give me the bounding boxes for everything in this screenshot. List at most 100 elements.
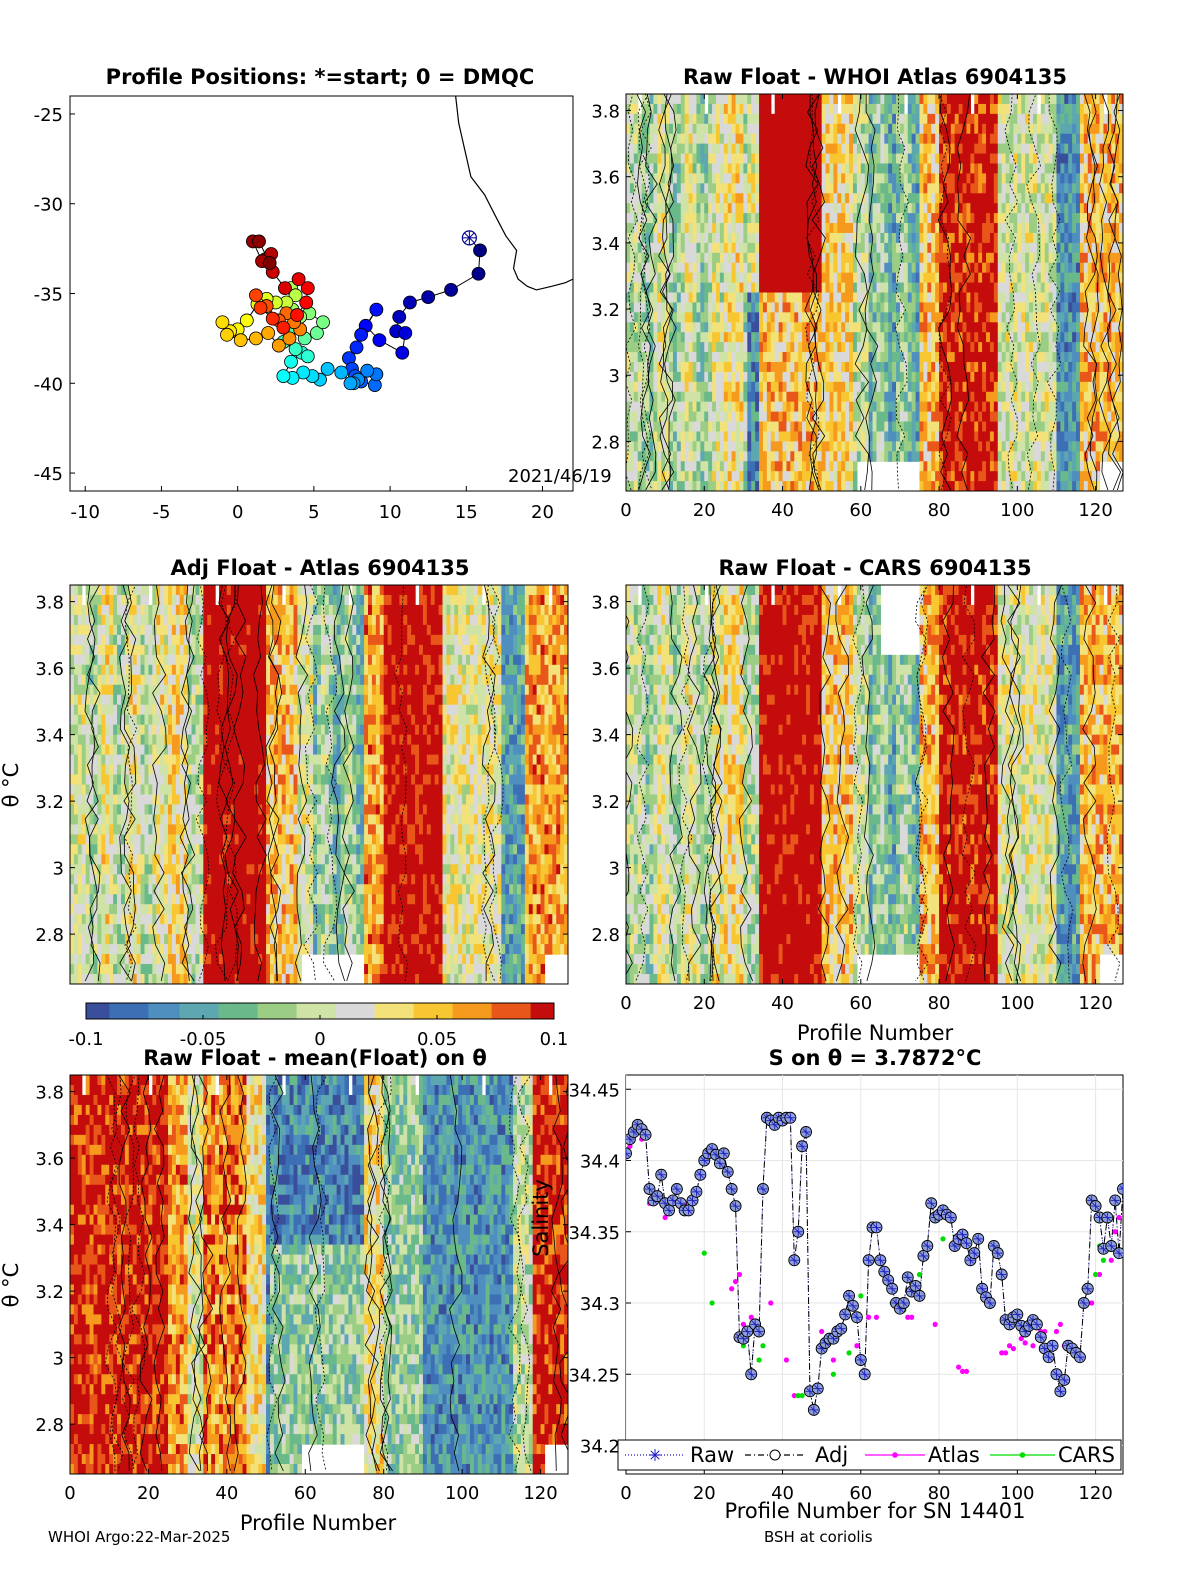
heatmap-cell: [912, 263, 917, 274]
heatmap-cell: [1017, 481, 1022, 492]
heatmap-cell: [920, 273, 925, 284]
heatmap-cell: [1006, 134, 1011, 145]
heatmap-cell: [982, 352, 987, 363]
heatmap-cell: [1029, 392, 1034, 403]
heatmap-cell: [1076, 352, 1081, 363]
heatmap-cell: [974, 273, 979, 284]
heatmap-cell: [1060, 332, 1065, 343]
heatmap-cell: [990, 283, 995, 294]
heatmap-cell: [673, 461, 678, 472]
heatmap-cell: [1010, 322, 1015, 333]
heatmap-cell: [689, 263, 694, 274]
heatmap-cell: [696, 94, 701, 105]
heatmap-cell: [845, 253, 850, 264]
heatmap-cell: [763, 114, 768, 125]
heatmap-cell: [998, 134, 1003, 145]
heatmap-cell: [630, 94, 635, 105]
heatmap-cell: [739, 114, 744, 125]
heatmap-cell: [720, 163, 725, 174]
heatmap-cell: [892, 94, 897, 105]
heatmap-cell: [1060, 362, 1065, 373]
heatmap-cell: [845, 233, 850, 244]
heatmap-cell: [759, 352, 764, 363]
heatmap-cell: [767, 362, 772, 373]
heatmap-cell: [747, 402, 752, 413]
heatmap-cell: [876, 402, 881, 413]
heatmap-cell: [1006, 352, 1011, 363]
heatmap-cell: [829, 94, 834, 105]
heatmap-cell: [712, 253, 717, 264]
heatmap-cell: [712, 144, 717, 155]
heatmap-cell: [974, 114, 979, 125]
heatmap-cell: [1076, 451, 1081, 462]
heatmap-cell: [884, 302, 889, 313]
heatmap-cell: [802, 431, 807, 442]
heatmap-cell: [1025, 94, 1030, 105]
heatmap-cell: [837, 332, 842, 343]
heatmap-cell: [806, 173, 811, 184]
heatmap-cell: [657, 163, 662, 174]
heatmap-cell: [739, 441, 744, 452]
heatmap-cell: [1068, 233, 1073, 244]
heatmap-cell: [841, 283, 846, 294]
heatmap-cell: [888, 322, 893, 333]
heatmap-cell: [798, 392, 803, 403]
heatmap-cell: [1010, 302, 1015, 313]
heatmap-cell: [732, 293, 737, 304]
heatmap-cell: [966, 471, 971, 482]
heatmap-cell: [783, 124, 788, 135]
heatmap-cell: [904, 173, 909, 184]
heatmap-cell: [779, 283, 784, 294]
heatmap-cell: [720, 193, 725, 204]
heatmap-cell: [978, 372, 983, 383]
heatmap-cell: [802, 193, 807, 204]
heatmap-cell: [900, 203, 905, 214]
heatmap-cell: [935, 193, 940, 204]
heatmap-cell: [755, 223, 760, 234]
heatmap-cell: [974, 302, 979, 313]
heatmap-cell: [732, 114, 737, 125]
heatmap-cell: [853, 451, 858, 462]
heatmap-cell: [873, 193, 878, 204]
heatmap-cell: [1096, 183, 1101, 194]
heatmap-cell: [724, 441, 729, 452]
heatmap-cell: [657, 451, 662, 462]
heatmap-cell: [790, 322, 795, 333]
heatmap-cell: [685, 183, 690, 194]
heatmap-cell: [990, 481, 995, 492]
heatmap-cell: [837, 163, 842, 174]
heatmap-cell: [849, 283, 854, 294]
heatmap-cell: [1056, 392, 1061, 403]
heatmap-cell: [826, 362, 831, 373]
heatmap-cell: [1013, 134, 1018, 145]
heatmap-cell: [681, 412, 686, 423]
heatmap-cell: [783, 342, 788, 353]
heatmap-cell: [693, 124, 698, 135]
heatmap-cell: [1017, 332, 1022, 343]
heatmap-cell: [794, 183, 799, 194]
heatmap-cell: [638, 253, 643, 264]
heatmap-cell: [751, 382, 756, 393]
heatmap-cell: [998, 441, 1003, 452]
heatmap-cell: [829, 203, 834, 214]
heatmap-cell: [986, 114, 991, 125]
heatmap-cell: [900, 293, 905, 304]
heatmap-cell: [736, 243, 741, 254]
heatmap-cell: [767, 451, 772, 462]
heatmap-cell: [1096, 233, 1101, 244]
heatmap-cell: [802, 154, 807, 165]
heatmap-cell: [884, 104, 889, 115]
heatmap-cell: [767, 412, 772, 423]
heatmap-cell: [873, 412, 878, 423]
heatmap-cell: [693, 283, 698, 294]
heatmap-cell: [970, 451, 975, 462]
heatmap-cell: [892, 441, 897, 452]
heatmap-cell: [689, 203, 694, 214]
heatmap-cell: [920, 233, 925, 244]
heatmap-cell: [826, 233, 831, 244]
heatmap-cell: [1002, 183, 1007, 194]
heatmap-cell: [798, 431, 803, 442]
heatmap-cell: [849, 451, 854, 462]
heatmap-cell: [1080, 451, 1085, 462]
heatmap-cell: [771, 412, 776, 423]
